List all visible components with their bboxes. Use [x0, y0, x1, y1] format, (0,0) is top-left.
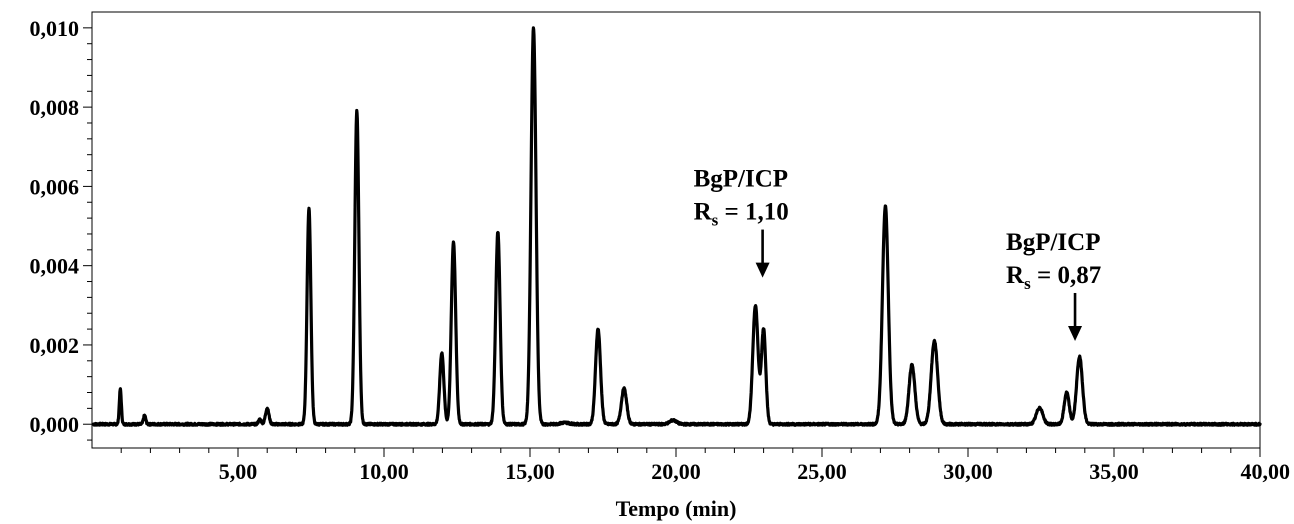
x-axis-title: Tempo (min)	[616, 496, 737, 521]
y-tick-label: 0,008	[30, 95, 80, 120]
x-tick-label: 30,00	[943, 459, 993, 484]
annotation-rs: Rs = 0,87	[1006, 262, 1101, 293]
x-tick-label: 25,00	[797, 459, 847, 484]
x-tick-label: 5,00	[219, 459, 258, 484]
annotation-arrow-head	[1068, 326, 1082, 341]
x-tick-label: 20,00	[651, 459, 701, 484]
y-tick-label: 0,010	[30, 16, 80, 41]
y-tick-label: 0,000	[30, 412, 80, 437]
y-tick-label: 0,006	[30, 174, 80, 199]
x-tick-label: 15,00	[505, 459, 555, 484]
x-tick-label: 40,00	[1241, 459, 1291, 484]
annotation-label: BgP/ICP	[694, 166, 788, 193]
y-tick-label: 0,002	[30, 333, 80, 358]
annotation-arrow-head	[756, 263, 770, 278]
x-axis: 5,00 10,00 15,00 20,00 25,00 30,00 35,00 40,00	[121, 448, 1290, 484]
x-tick-label: 10,00	[359, 459, 409, 484]
annotation-label: BgP/ICP	[1006, 229, 1100, 256]
annotation-rs: Rs = 1,10	[694, 199, 789, 230]
y-tick-label: 0,004	[30, 254, 80, 279]
y-axis: 0,000 0,002 0,004 0,006 0,008 0,010	[30, 16, 93, 440]
x-tick-label: 35,00	[1089, 459, 1139, 484]
chromatogram-trace	[93, 28, 1260, 425]
